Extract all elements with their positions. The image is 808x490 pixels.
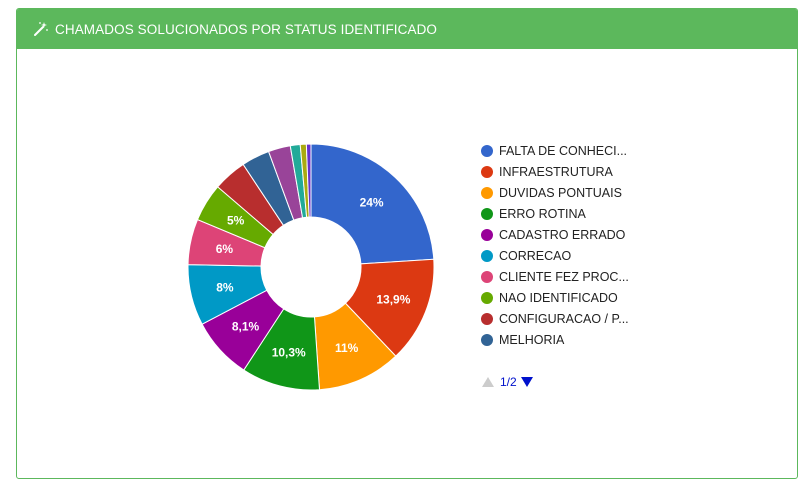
legend-item[interactable]: FALTA DE CONHECI...	[481, 140, 629, 161]
legend-swatch	[481, 144, 493, 157]
donut-chart: 24% 13,9% 11% 10,3% 8,1% 8% 6% 5%	[187, 143, 435, 391]
legend-next-arrow-icon[interactable]	[520, 376, 534, 388]
legend-item[interactable]: CADASTRO ERRADO	[481, 224, 629, 245]
slice-value-label: 10,3%	[272, 346, 306, 360]
legend-swatch	[481, 249, 493, 262]
donut-slice[interactable]	[310, 143, 435, 265]
legend-item[interactable]: NAO IDENTIFICADO	[481, 287, 629, 308]
legend-swatch	[481, 186, 493, 199]
slice-value-label: 8%	[216, 280, 234, 294]
legend-label: CORRECAO	[499, 248, 572, 263]
legend-item[interactable]: INFRAESTRUTURA	[481, 161, 629, 182]
legend-label: MELHORIA	[499, 332, 565, 347]
legend-label: CONFIGURACAO / P...	[499, 311, 629, 326]
legend-label: CLIENTE FEZ PROC...	[499, 269, 629, 284]
legend-swatch	[481, 291, 493, 304]
legend-label: CADASTRO ERRADO	[499, 227, 626, 242]
legend-page-indicator: 1/2	[500, 375, 517, 389]
magic-wand-icon	[33, 21, 49, 37]
legend-swatch	[481, 333, 493, 346]
chart-panel: CHAMADOS SOLUCIONADOS POR STATUS IDENTIF…	[16, 8, 798, 479]
legend-item[interactable]: CORRECAO	[481, 245, 629, 266]
slice-value-label: 6%	[216, 242, 234, 256]
legend-pager: 1/2	[481, 375, 534, 389]
legend-item[interactable]: ERRO ROTINA	[481, 203, 629, 224]
panel-title: CHAMADOS SOLUCIONADOS POR STATUS IDENTIF…	[55, 21, 438, 37]
slice-value-label: 13,9%	[376, 292, 410, 306]
legend-label: FALTA DE CONHECI...	[499, 143, 628, 158]
legend-label: DUVIDAS PONTUAIS	[499, 185, 622, 200]
chart-legend: FALTA DE CONHECI... INFRAESTRUTURA DUVIDAS…	[481, 140, 629, 350]
legend-swatch	[481, 165, 493, 178]
slice-value-label: 11%	[335, 341, 359, 355]
legend-swatch	[481, 207, 493, 220]
legend-item[interactable]: CONFIGURACAO / P...	[481, 308, 629, 329]
slice-value-label: 8,1%	[232, 320, 260, 334]
legend-item[interactable]: DUVIDAS PONTUAIS	[481, 182, 629, 203]
legend-swatch	[481, 228, 493, 241]
legend-label: NAO IDENTIFICADO	[499, 290, 618, 305]
donut-slice[interactable]	[305, 143, 312, 218]
slice-value-label: 24%	[360, 195, 384, 209]
legend-swatch	[481, 312, 493, 325]
legend-label: ERRO ROTINA	[499, 206, 586, 221]
slice-value-label: 5%	[227, 214, 245, 228]
legend-label: INFRAESTRUTURA	[499, 164, 613, 179]
legend-swatch	[481, 270, 493, 283]
legend-item[interactable]: CLIENTE FEZ PROC...	[481, 266, 629, 287]
legend-prev-arrow-icon[interactable]	[481, 376, 495, 388]
panel-header: CHAMADOS SOLUCIONADOS POR STATUS IDENTIF…	[17, 9, 797, 49]
legend-item[interactable]: MELHORIA	[481, 329, 629, 350]
